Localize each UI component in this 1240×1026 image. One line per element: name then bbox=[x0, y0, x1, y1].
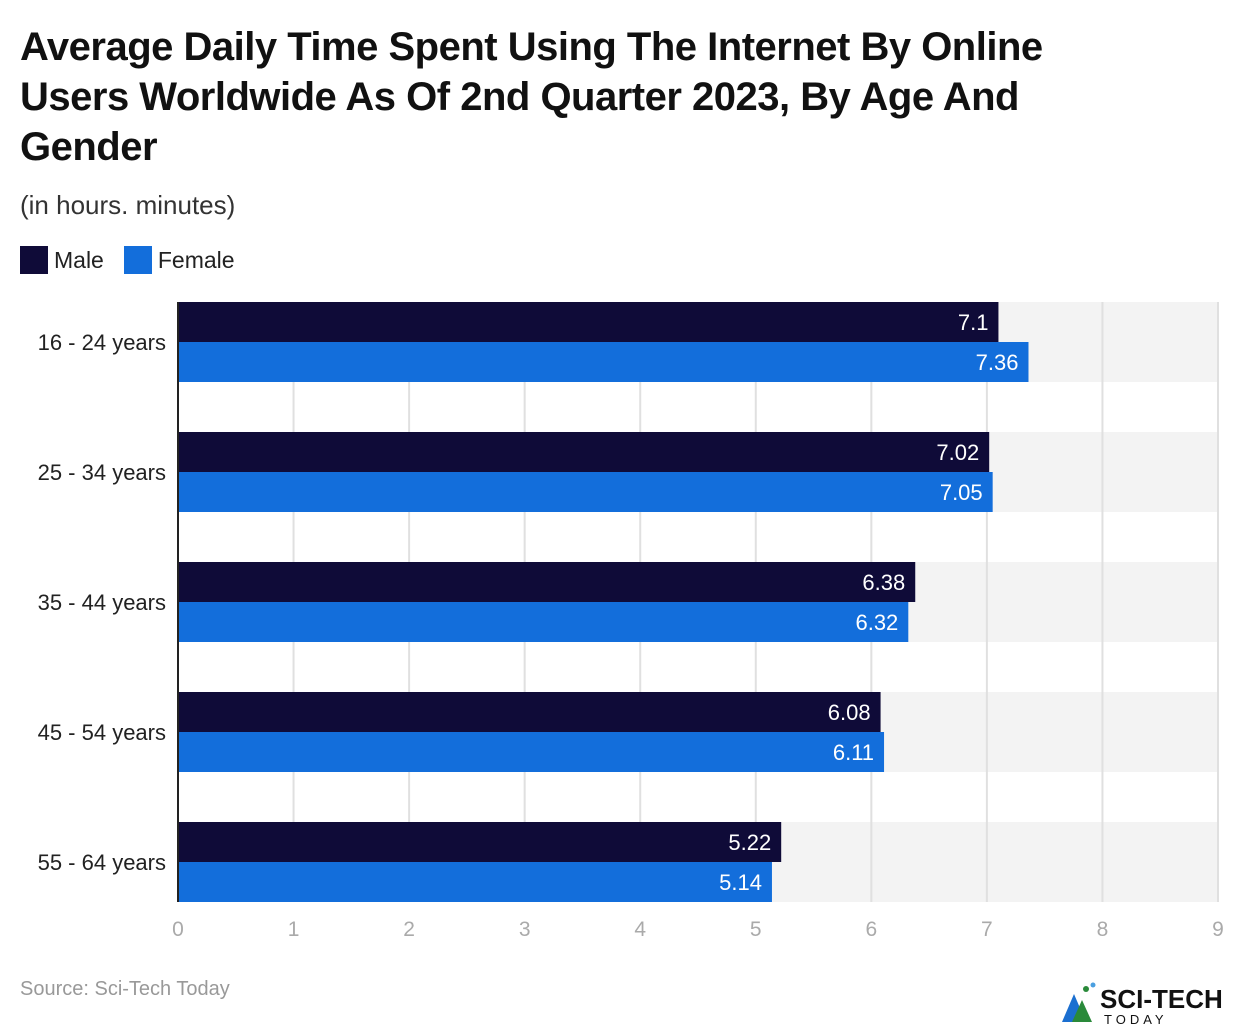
bar-female bbox=[178, 472, 993, 512]
x-tick-label: 7 bbox=[981, 918, 993, 941]
bar-chart: 0 1 2 3 4 5 6 7 8 9 16 - 24 years 7.1 7.36 25 - 34 ye… bbox=[38, 302, 1224, 941]
data-label: 6.32 bbox=[855, 610, 898, 635]
chart-subtitle: (in hours. minutes) bbox=[20, 190, 236, 220]
x-tick-label: 8 bbox=[1097, 918, 1109, 941]
data-label: 7.02 bbox=[936, 440, 979, 465]
chart-title: Average Daily Time Spent Using The Inter… bbox=[20, 25, 1043, 169]
bar-female bbox=[178, 602, 909, 642]
x-tick-label: 6 bbox=[865, 918, 877, 941]
x-tick-label: 2 bbox=[403, 918, 415, 941]
category-label: 45 - 54 years bbox=[38, 720, 166, 745]
x-tick-label: 5 bbox=[750, 918, 762, 941]
bar-male bbox=[178, 692, 881, 732]
legend-item-male: Male bbox=[20, 246, 104, 274]
legend-label: Female bbox=[157, 246, 235, 273]
data-label: 7.1 bbox=[958, 310, 989, 335]
data-label: 5.14 bbox=[719, 870, 762, 895]
legend-swatch-male bbox=[20, 246, 48, 274]
x-tick-label: 3 bbox=[519, 918, 531, 941]
legend: Male Female bbox=[20, 246, 235, 274]
svg-text:SCI-TECH: SCI-TECH bbox=[1100, 984, 1223, 1014]
sci-tech-today-logo: SCI-TECH TODAY bbox=[1062, 982, 1223, 1026]
x-tick-label: 1 bbox=[288, 918, 300, 941]
data-label: 7.36 bbox=[976, 350, 1019, 375]
bar-male bbox=[178, 822, 782, 862]
bar-male bbox=[178, 562, 916, 602]
x-tick-label: 4 bbox=[634, 918, 646, 941]
bar-male bbox=[178, 302, 999, 342]
svg-text:TODAY: TODAY bbox=[1104, 1012, 1168, 1026]
bar-male bbox=[178, 432, 990, 472]
data-label: 6.11 bbox=[833, 740, 874, 765]
x-tick-label: 0 bbox=[172, 918, 184, 941]
category-label: 16 - 24 years bbox=[38, 330, 166, 355]
legend-item-female: Female bbox=[123, 246, 235, 274]
source-note: Source: Sci-Tech Today bbox=[20, 978, 230, 1000]
category-label: 55 - 64 years bbox=[38, 850, 166, 875]
bar-female bbox=[178, 862, 772, 902]
legend-swatch-female bbox=[123, 246, 152, 274]
bar-female bbox=[178, 342, 1029, 382]
data-label: 6.38 bbox=[862, 570, 905, 595]
category-label: 35 - 44 years bbox=[38, 590, 166, 615]
data-label: 7.05 bbox=[940, 480, 983, 505]
category-label: 25 - 34 years bbox=[38, 460, 166, 485]
bar-female bbox=[178, 732, 885, 772]
x-tick-label: 9 bbox=[1212, 918, 1224, 941]
data-label: 5.22 bbox=[728, 830, 771, 855]
legend-label: Male bbox=[54, 246, 104, 273]
data-label: 6.08 bbox=[828, 700, 871, 725]
